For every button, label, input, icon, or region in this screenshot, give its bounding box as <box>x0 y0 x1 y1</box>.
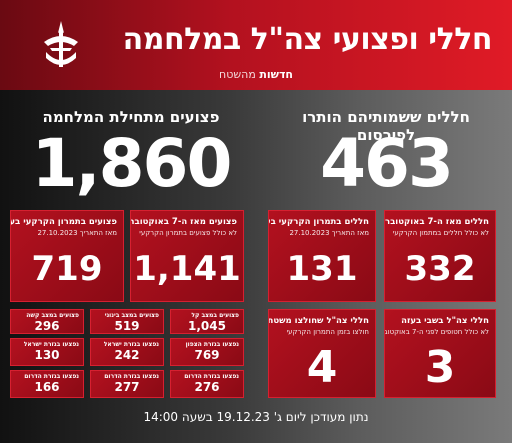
update-footer: נתון מעודכן ליום ג' 19.12.23 בשעה 14:00 <box>143 410 369 424</box>
wounded-breakdown-cell: נפצעו בגזרת הצפון 769 <box>170 338 244 366</box>
card-title: חללי צה"ל בשבי בעזה <box>401 316 489 326</box>
wounded-breakdown-cell: נפצעו בגזרת הדרום 276 <box>170 370 244 398</box>
cell-label: נפצעו בגזרת הדרום <box>184 373 239 380</box>
card-title: חללי צה"ל שחולצו משטחי <box>268 316 369 326</box>
wounded-breakdown-cell: פצועים במצב קשה 296 <box>10 309 84 334</box>
cell-value: 130 <box>34 348 60 362</box>
cell-value: 769 <box>194 348 220 362</box>
card-value: 131 <box>286 249 358 289</box>
cell-label: פצועים במצב קל <box>191 312 239 319</box>
cell-value: 519 <box>114 319 140 333</box>
wounded-breakdown-cell: נפצעו בגזרת הדרום 166 <box>10 370 84 398</box>
card-subtitle: לא כולל חטופים לפני ה-7 באוקטובר <box>384 328 489 336</box>
cell-label: פצועים במצב בינוני <box>104 312 159 319</box>
card-title: חללים בתמרון הקרקעי בעזה <box>269 217 369 227</box>
wounded-ground-card: פצועים בתמרון הקרקעי בעזה מאז התאריך 27.… <box>10 210 124 302</box>
card-title: פצועים בתמרון הקרקעי בעזה <box>10 217 117 227</box>
header-banner: חללי ופצועי צה"ל במלחמה חדשות מהשטח <box>0 0 512 90</box>
card-subtitle: מאז התאריך 27.10.2023 <box>37 229 117 237</box>
wounded-since-card: פצועים מאז ה-7 באוקטובר לא כולל פצועים ב… <box>130 210 244 302</box>
fallen-since-card: חללים מאז ה-7 באוקטובר לא כולל חללים במת… <box>384 210 496 302</box>
fallen-ground-card: חללים בתמרון הקרקעי בעזה מאז התאריך 27.1… <box>268 210 376 302</box>
wounded-section-title: פצועים מתחילת המלחמה <box>42 108 220 126</box>
card-value: 1,141 <box>133 249 241 289</box>
cell-label: נפצעו בגזרת ישראל <box>23 341 79 348</box>
wounded-breakdown-cell: פצועים במצב בינוני 519 <box>90 309 164 334</box>
card-title: חללים מאז ה-7 באוקטובר <box>385 217 489 227</box>
card-value: 719 <box>31 249 103 289</box>
fallen-captivity-card: חללי צה"ל בשבי בעזה לא כולל חטופים לפני … <box>384 309 496 398</box>
card-subtitle: מאז התאריך 27.10.2023 <box>289 229 369 237</box>
cell-value: 277 <box>114 380 140 394</box>
card-title: פצועים מאז ה-7 באוקטובר <box>130 217 237 227</box>
wounded-breakdown-cell: נפצעו בגזרת ישראל 130 <box>10 338 84 366</box>
wounded-breakdown-cell: פצועים במצב קל 1,045 <box>170 309 244 334</box>
brand-light: מהשטח <box>219 68 256 81</box>
cell-value: 296 <box>34 319 60 333</box>
cell-label: נפצעו בגזרת הדרום <box>104 373 159 380</box>
fallen-friendly-card: חללי צה"ל שחולצו משטחי חולצו בזמן התמרון… <box>268 309 376 398</box>
wounded-breakdown-cell: נפצעו בגזרת ישראל 242 <box>90 338 164 366</box>
fallen-total: 463 <box>320 125 454 202</box>
cell-value: 166 <box>34 380 60 394</box>
brand-name: חדשות מהשטח <box>0 68 512 81</box>
cell-value: 1,045 <box>188 319 226 333</box>
card-subtitle: חולצו בזמן התמרון הקרקעי <box>286 328 369 336</box>
cell-label: נפצעו בגזרת הצפון <box>185 341 239 348</box>
card-subtitle: לא כולל פצועים בתמרון הקרקעי <box>139 229 237 237</box>
card-value: 3 <box>424 342 456 393</box>
brand-bold: חדשות <box>259 68 293 81</box>
wounded-total: 1,860 <box>31 125 233 202</box>
cell-label: נפצעו בגזרת הדרום <box>24 373 79 380</box>
wounded-breakdown-cell: נפצעו בגזרת הדרום 277 <box>90 370 164 398</box>
card-subtitle: לא כולל חללים במתמון הקרקעי <box>392 229 489 237</box>
page-title: חללי ופצועי צה"ל במלחמה <box>122 22 493 57</box>
fallen-section-title: חללים ששמותיהם הותרו לפירסום <box>302 108 470 144</box>
card-value: 332 <box>404 249 476 289</box>
cell-label: נפצעו בגזרת ישראל <box>103 341 159 348</box>
idf-emblem-icon <box>44 21 78 67</box>
card-value: 4 <box>306 342 338 393</box>
cell-value: 276 <box>194 380 220 394</box>
cell-value: 242 <box>114 348 140 362</box>
cell-label: פצועים במצב קשה <box>26 312 79 319</box>
